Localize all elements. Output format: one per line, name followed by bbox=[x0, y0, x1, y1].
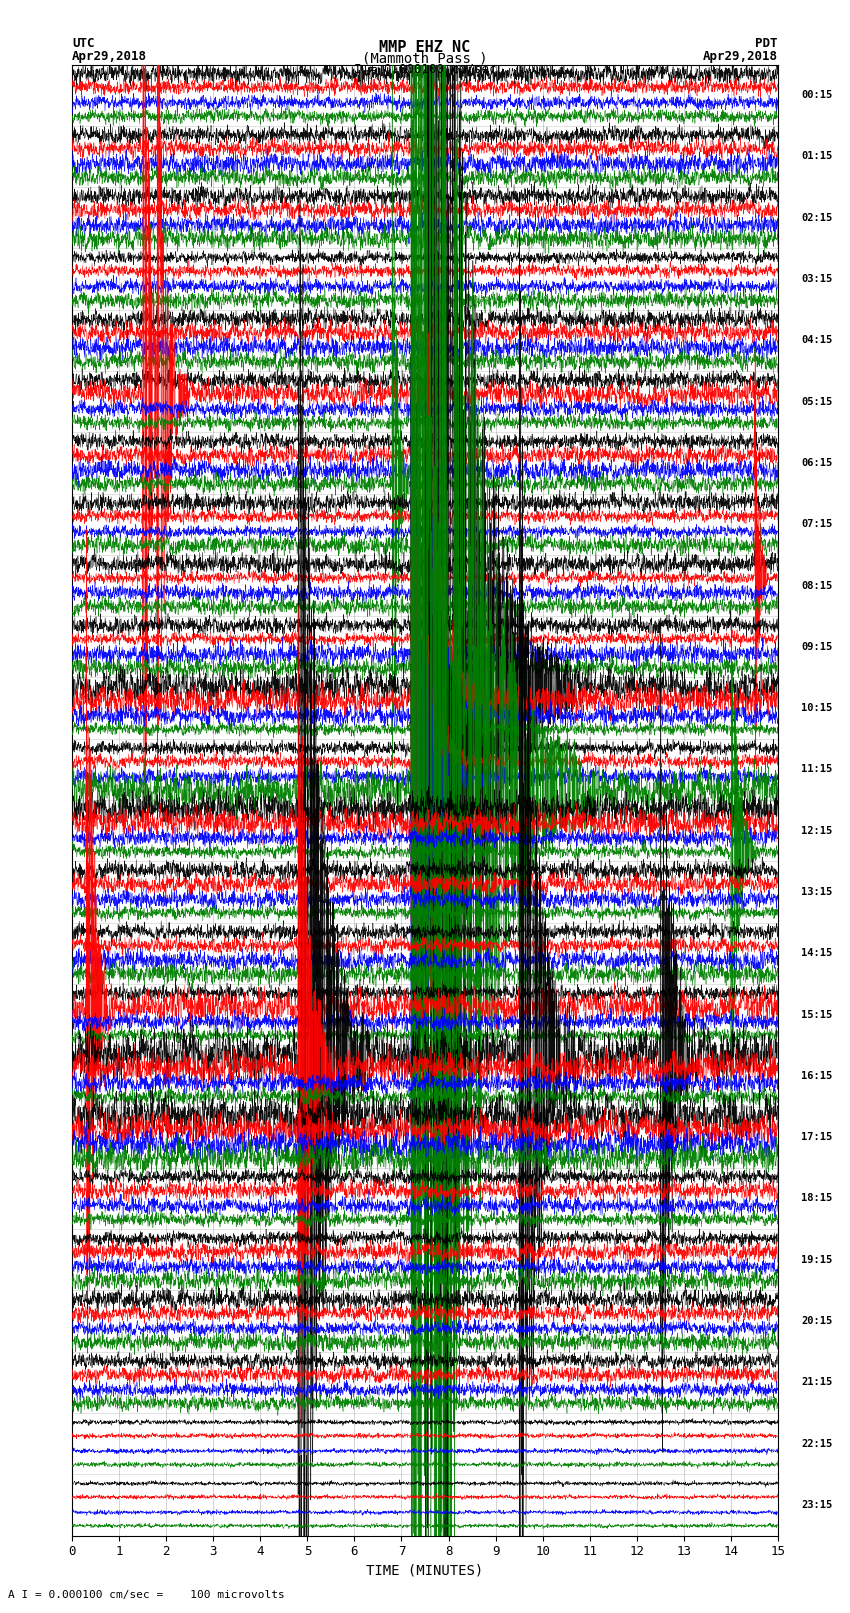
Text: 22:15: 22:15 bbox=[802, 1439, 832, 1448]
Text: 10:15: 10:15 bbox=[802, 703, 832, 713]
Text: 14:15: 14:15 bbox=[802, 948, 832, 958]
Text: UTC: UTC bbox=[72, 37, 94, 50]
Text: PDT: PDT bbox=[756, 37, 778, 50]
Text: (Mammoth Pass ): (Mammoth Pass ) bbox=[362, 52, 488, 66]
Text: 13:15: 13:15 bbox=[802, 887, 832, 897]
Text: 17:15: 17:15 bbox=[802, 1132, 832, 1142]
Text: Apr29,2018: Apr29,2018 bbox=[72, 50, 147, 63]
Text: Apr29,2018: Apr29,2018 bbox=[703, 50, 778, 63]
Text: 07:15: 07:15 bbox=[802, 519, 832, 529]
Text: 19:15: 19:15 bbox=[802, 1255, 832, 1265]
Text: 01:15: 01:15 bbox=[802, 152, 832, 161]
Text: 02:15: 02:15 bbox=[802, 213, 832, 223]
Text: 15:15: 15:15 bbox=[802, 1010, 832, 1019]
Text: I = 0.000100 cm/sec: I = 0.000100 cm/sec bbox=[354, 63, 496, 76]
X-axis label: TIME (MINUTES): TIME (MINUTES) bbox=[366, 1565, 484, 1578]
Text: 03:15: 03:15 bbox=[802, 274, 832, 284]
Text: 08:15: 08:15 bbox=[802, 581, 832, 590]
Text: 12:15: 12:15 bbox=[802, 826, 832, 836]
Text: 18:15: 18:15 bbox=[802, 1194, 832, 1203]
Text: 16:15: 16:15 bbox=[802, 1071, 832, 1081]
Text: 05:15: 05:15 bbox=[802, 397, 832, 406]
Text: 06:15: 06:15 bbox=[802, 458, 832, 468]
Text: 00:15: 00:15 bbox=[802, 90, 832, 100]
Text: 11:15: 11:15 bbox=[802, 765, 832, 774]
Text: 20:15: 20:15 bbox=[802, 1316, 832, 1326]
Text: 09:15: 09:15 bbox=[802, 642, 832, 652]
Text: 23:15: 23:15 bbox=[802, 1500, 832, 1510]
Text: MMP EHZ NC: MMP EHZ NC bbox=[379, 40, 471, 55]
Text: 04:15: 04:15 bbox=[802, 336, 832, 345]
Text: A I = 0.000100 cm/sec =    100 microvolts: A I = 0.000100 cm/sec = 100 microvolts bbox=[8, 1590, 286, 1600]
Text: 21:15: 21:15 bbox=[802, 1378, 832, 1387]
